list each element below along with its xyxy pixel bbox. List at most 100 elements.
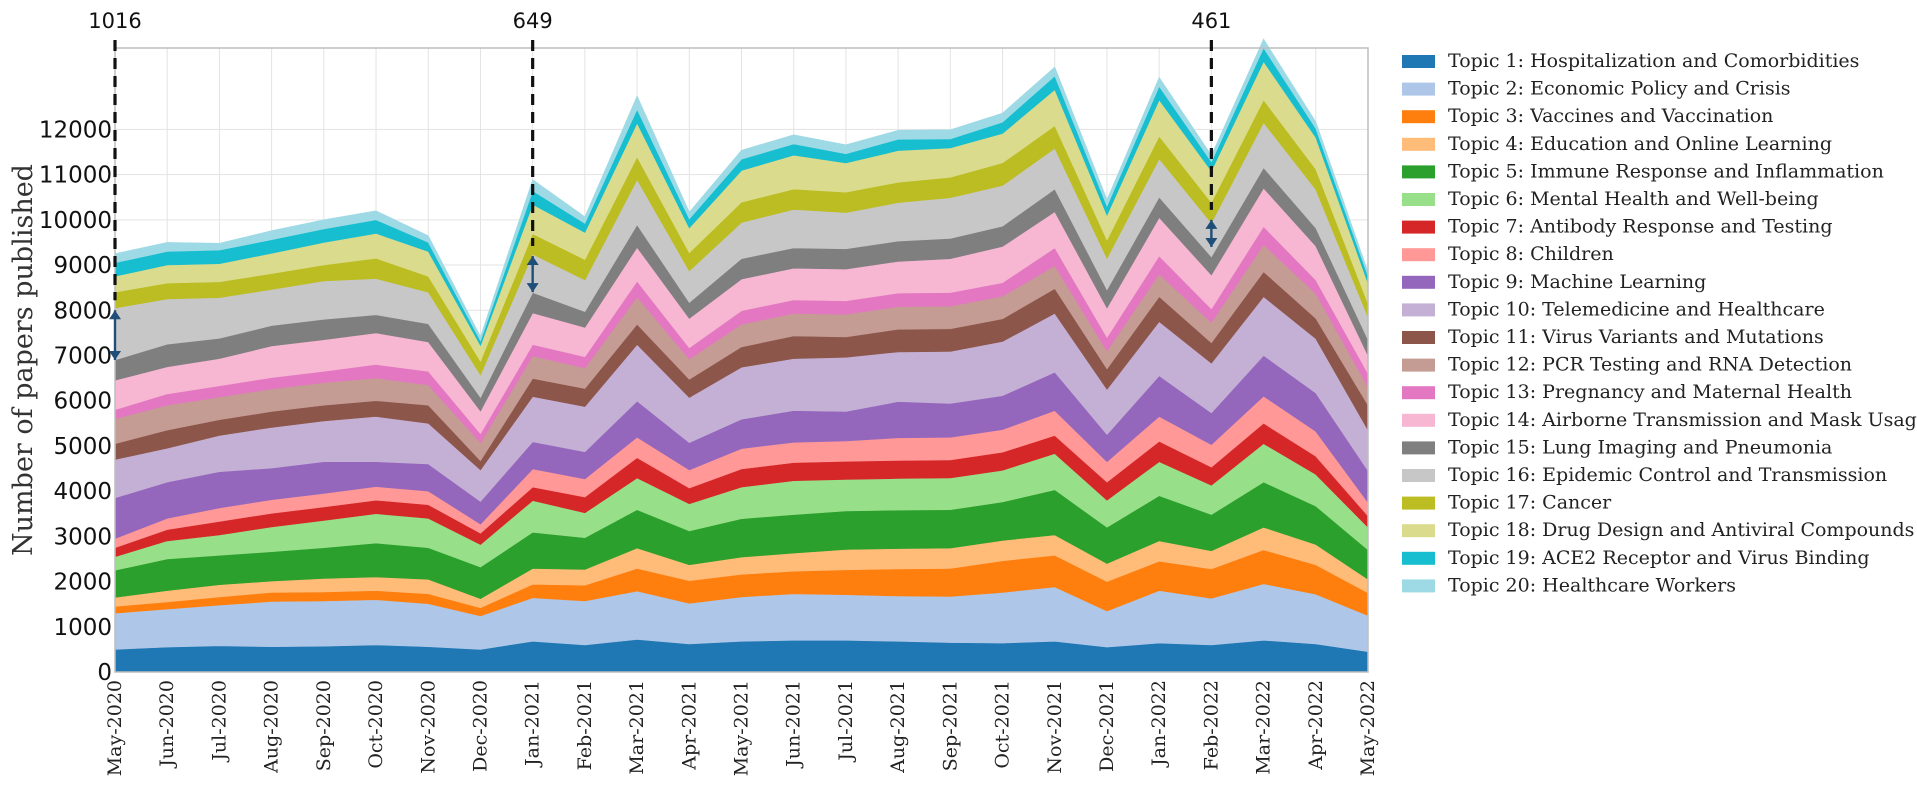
x-tick-label: Jun-2020 [156,680,178,769]
x-tick-label: Jan-2021 [522,680,544,768]
annotation-label: 461 [1191,9,1231,33]
annotation-label: 1016 [88,9,141,33]
annotation: 649 [513,9,553,293]
legend-label: Topic 2: Economic Policy and Crisis [1448,78,1791,100]
annotation: 1016 [88,9,142,360]
x-tick-label: Sep-2020 [313,680,335,771]
y-axis-label: Number of papers published [8,164,39,556]
legend-item: Topic 16: Epidemic Control and Transmiss… [1402,464,1887,486]
legend-item: Topic 4: Education and Online Learning [1402,133,1832,155]
legend-swatch [1402,110,1435,124]
legend-item: Topic 12: PCR Testing and RNA Detection [1402,354,1852,376]
x-tick-label: May-2021 [731,680,753,776]
y-tick-label: 10000 [39,208,112,234]
legend-item: Topic 17: Cancer [1402,492,1612,514]
y-tick-label: 9000 [53,253,112,279]
x-tick-label: Apr-2022 [1305,680,1327,771]
x-axis-ticks: May-2020 Jun-2020 Jul-2020 Aug-2020 Sep-2020… [104,680,1379,776]
legend-label: Topic 7: Antibody Response and Testing [1448,216,1833,238]
arrow-head-up [109,310,121,320]
legend-item: Topic 1: Hospitalization and Comorbiditi… [1402,50,1859,72]
legend-swatch [1402,275,1435,289]
x-tick-label: May-2020 [104,680,126,776]
annotations: 1016 649 461 [88,9,1231,360]
x-tick-label: Nov-2020 [417,680,439,774]
legend-item: Topic 14: Airborne Transmission and Mask… [1402,409,1917,431]
y-axis-ticks: 0 1000 2000 3000 4000 5000 6000 7000 8000 9000 100… [39,117,112,686]
legend-swatch [1402,358,1435,372]
y-tick-label: 4000 [53,479,112,505]
legend-swatch [1402,441,1435,455]
legend-swatch [1402,165,1435,179]
arrow-head-up [1205,219,1218,229]
legend-swatch [1402,413,1435,427]
y-tick-label: 7000 [53,343,112,369]
legend-label: Topic 16: Epidemic Control and Transmiss… [1448,464,1887,486]
legend-label: Topic 3: Vaccines and Vaccination [1448,105,1773,127]
legend-swatch [1402,496,1435,510]
x-tick-label: Oct-2021 [992,680,1014,769]
x-tick-label: Oct-2020 [365,680,387,769]
legend-swatch [1402,55,1435,68]
x-tick-label: Apr-2021 [678,680,700,771]
legend-label: Topic 4: Education and Online Learning [1448,133,1832,155]
legend-label: Topic 15: Lung Imaging and Pneumonia [1448,436,1832,458]
y-tick-label: 2000 [53,570,112,596]
x-tick-label: Mar-2021 [626,680,648,775]
y-tick-label: 1000 [53,615,112,641]
x-tick-label: Feb-2022 [1200,680,1222,770]
legend: Topic 1: Hospitalization and Comorbiditi… [1402,50,1917,596]
legend-swatch [1402,579,1435,593]
y-tick-label: 12000 [39,117,112,143]
legend-swatch [1402,137,1435,151]
legend-item: Topic 8: Children [1402,243,1614,265]
legend-label: Topic 13: Pregnancy and Maternal Health [1448,381,1852,403]
x-tick-label: May-2022 [1357,680,1379,776]
legend-swatch [1402,193,1435,206]
y-tick-label: 3000 [53,524,112,550]
legend-label: Topic 18: Drug Design and Antiviral Comp… [1448,519,1914,541]
y-tick-label: 11000 [39,163,112,189]
legend-item: Topic 15: Lung Imaging and Pneumonia [1402,436,1832,458]
legend-label: Topic 20: Healthcare Workers [1448,574,1736,596]
legend-swatch [1402,469,1435,482]
x-tick-label: Dec-2020 [469,680,491,772]
legend-label: Topic 10: Telemedicine and Healthcare [1448,298,1825,320]
legend-item: Topic 7: Antibody Response and Testing [1402,216,1833,238]
arrow-head-down [109,351,121,360]
annotation: 461 [1191,9,1231,247]
legend-label: Topic 1: Hospitalization and Comorbiditi… [1448,50,1859,72]
legend-label: Topic 6: Mental Health and Well-being [1448,188,1819,210]
legend-label: Topic 5: Immune Response and Inflammatio… [1448,160,1884,182]
legend-item: Topic 18: Drug Design and Antiviral Comp… [1402,519,1914,541]
legend-swatch [1402,524,1435,538]
y-tick-label: 0 [97,660,112,686]
legend-item: Topic 13: Pregnancy and Maternal Health [1402,381,1852,403]
x-tick-label: Aug-2020 [261,680,283,774]
x-tick-label: Sep-2021 [939,680,961,771]
legend-item: Topic 11: Virus Variants and Mutations [1402,326,1824,348]
x-tick-label: Nov-2021 [1044,680,1066,774]
annotation-label: 649 [513,9,553,33]
x-tick-label: Feb-2021 [574,680,596,770]
legend-item: Topic 3: Vaccines and Vaccination [1402,105,1773,127]
legend-label: Topic 19: ACE2 Receptor and Virus Bindin… [1448,547,1869,569]
legend-swatch [1402,386,1435,400]
legend-label: Topic 17: Cancer [1448,492,1612,514]
legend-swatch [1402,248,1435,262]
legend-swatch [1402,82,1435,96]
arrow-head-down [526,283,539,293]
legend-swatch [1402,220,1435,234]
y-tick-label: 6000 [53,389,112,415]
x-tick-label: Aug-2021 [887,680,909,774]
legend-label: Topic 11: Virus Variants and Mutations [1448,326,1824,348]
legend-item: Topic 20: Healthcare Workers [1402,574,1736,596]
legend-swatch [1402,551,1435,565]
legend-item: Topic 5: Immune Response and Inflammatio… [1402,160,1884,182]
x-tick-label: Jul-2021 [835,680,857,763]
x-tick-label: Jan-2022 [1148,680,1170,768]
legend-swatch [1402,303,1435,317]
legend-label: Topic 9: Machine Learning [1448,271,1706,293]
